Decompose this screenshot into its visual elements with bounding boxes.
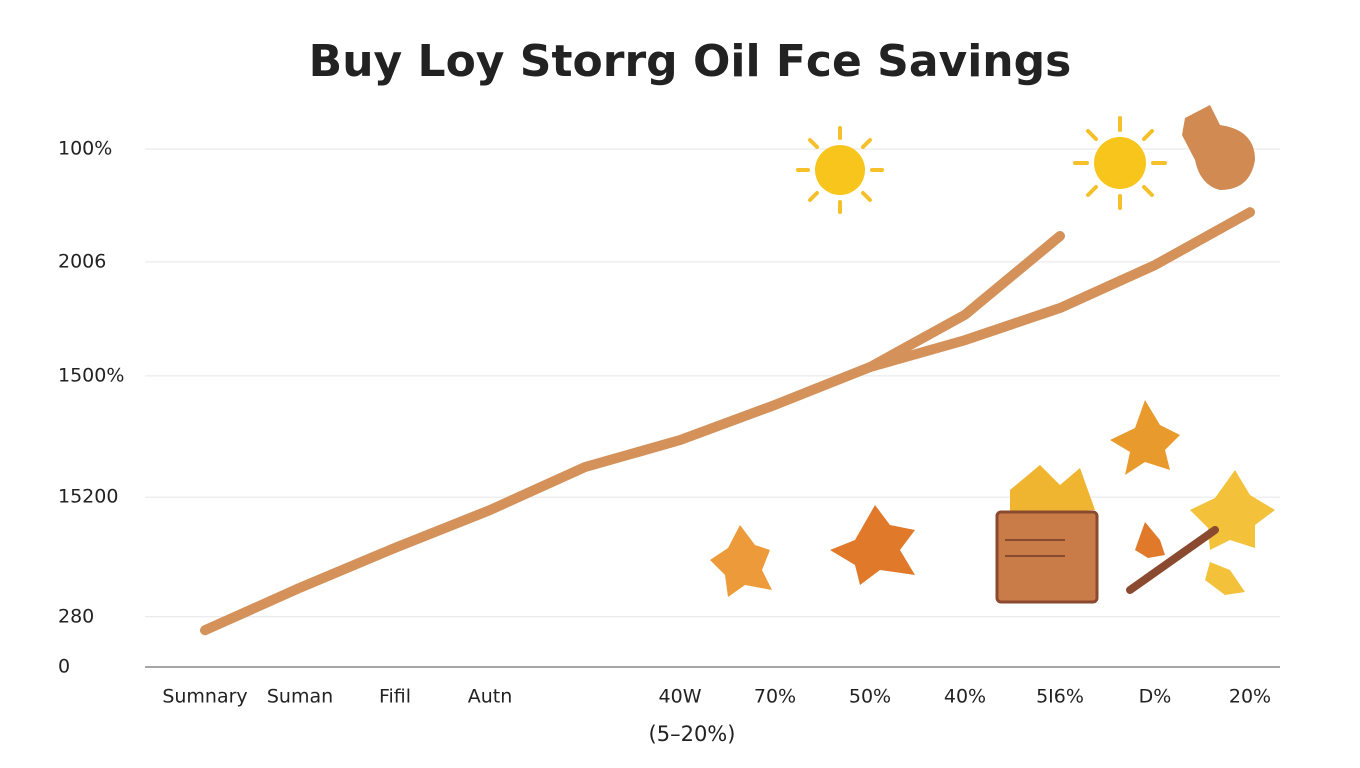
x-tick-label: 40W [659,686,702,708]
x-tick-label: 5I6% [1036,686,1084,708]
sun [796,126,884,214]
sun [1073,116,1167,210]
x-axis-label: (5–20%) [649,722,736,746]
stick [1126,526,1219,594]
x-tick-label: Autn [468,686,513,708]
leaf [830,505,915,585]
y-tick-label: 0 [58,656,70,678]
oil-jug [1182,105,1255,190]
chart-title: Buy Loy Storrg Oil Fce Savings [309,36,1072,87]
leaf [1110,400,1180,475]
line-series [865,231,1065,373]
leaf [1205,562,1245,595]
y-tick-label: 2006 [58,250,106,272]
x-tick-label: Fifil [379,686,411,708]
x-tick-label: 70% [754,686,796,708]
x-tick-label: D% [1139,686,1172,708]
y-tick-label: 280 [58,605,94,627]
x-tick-label: 50% [849,686,891,708]
line-series [200,207,1255,636]
x-tick-label: Suman [267,686,333,708]
leaf [1010,465,1095,515]
y-tick-label: 15200 [58,486,118,508]
y-tick-label: 100% [58,138,112,160]
x-tick-label: Sumnary [162,686,247,708]
leaf [710,525,772,597]
x-tick-label: 40% [944,686,986,708]
y-tick-label: 1500% [58,364,124,386]
leaf [1135,522,1165,558]
x-tick-label: 20% [1229,686,1271,708]
decorations [710,105,1275,604]
